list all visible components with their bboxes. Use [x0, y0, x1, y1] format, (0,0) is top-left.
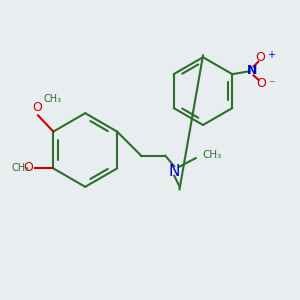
Text: +: + [267, 50, 275, 60]
Text: O: O [256, 77, 266, 90]
Text: O: O [24, 161, 34, 174]
Text: ⁻: ⁻ [268, 78, 274, 91]
Text: CH₃: CH₃ [43, 94, 62, 104]
Text: CH₃: CH₃ [202, 150, 221, 161]
Text: N: N [247, 64, 257, 76]
Text: O: O [256, 51, 266, 64]
Text: O: O [32, 101, 42, 114]
Text: CH₃: CH₃ [11, 163, 29, 173]
Text: N: N [169, 164, 180, 178]
